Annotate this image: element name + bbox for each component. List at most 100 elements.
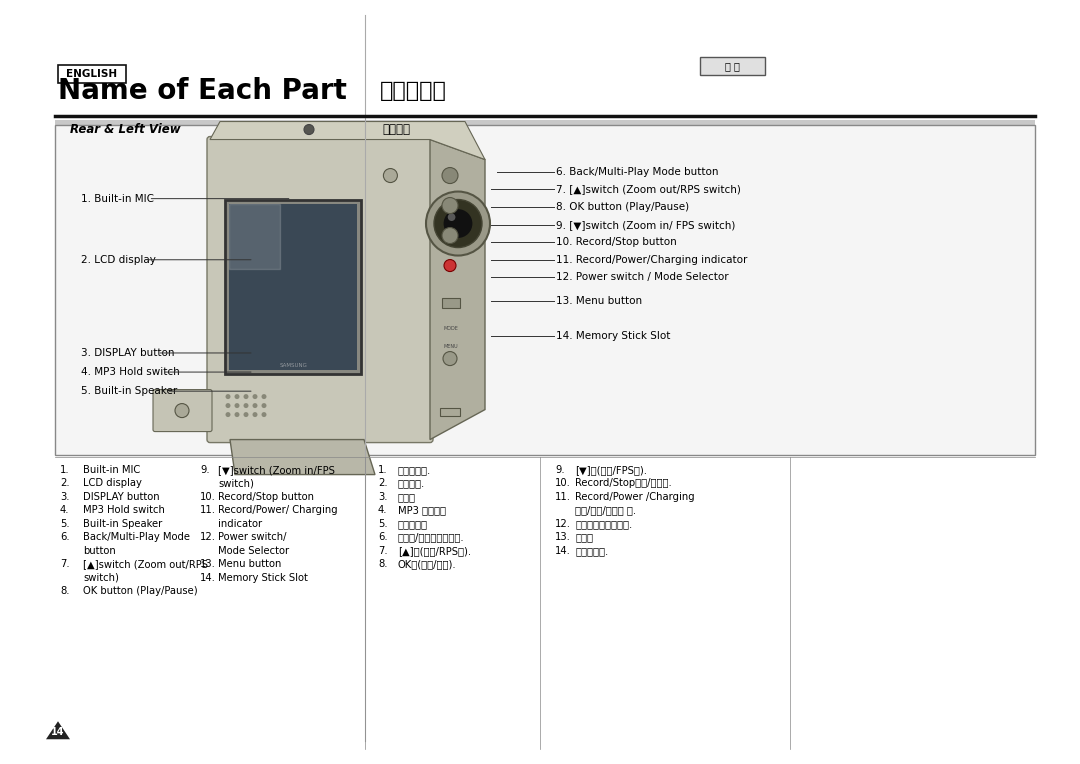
Text: 返回鍵/多重放映模式鍵.: 返回鍵/多重放映模式鍵. — [399, 533, 464, 542]
Text: 10. Record/Stop button: 10. Record/Stop button — [556, 237, 677, 248]
Text: 4.: 4. — [378, 505, 388, 516]
Text: Record/Stop拍攝/停止鍵.: Record/Stop拍攝/停止鍵. — [575, 478, 672, 488]
Text: 6.: 6. — [378, 533, 388, 542]
Circle shape — [444, 209, 472, 238]
Text: 12.: 12. — [555, 519, 571, 529]
Text: Record/Stop button: Record/Stop button — [218, 492, 314, 502]
Circle shape — [442, 198, 458, 214]
Text: Menu button: Menu button — [218, 559, 282, 569]
Circle shape — [383, 169, 397, 183]
Text: 9.: 9. — [555, 465, 565, 475]
Circle shape — [261, 412, 267, 417]
Text: OK鍵(放映/暫停).: OK鍵(放映/暫停). — [399, 559, 457, 569]
Text: 7.: 7. — [60, 559, 69, 569]
Text: 9. [▼]switch (Zoom in/ FPS switch): 9. [▼]switch (Zoom in/ FPS switch) — [556, 219, 735, 230]
Bar — [58, 65, 126, 83]
Text: [▼]switch (Zoom in/FPS: [▼]switch (Zoom in/FPS — [218, 465, 335, 475]
Text: 電源開關模式選擇鍵.: 電源開關模式選擇鍵. — [575, 519, 632, 529]
Bar — [225, 199, 362, 374]
Text: MP3 Hold switch: MP3 Hold switch — [83, 505, 165, 516]
Circle shape — [443, 351, 457, 365]
Text: 13.: 13. — [555, 533, 571, 542]
Text: 13. Menu button: 13. Menu button — [556, 296, 643, 306]
Text: 後左視圖: 後左視圖 — [382, 124, 410, 137]
Text: LCD display: LCD display — [83, 478, 141, 488]
Circle shape — [261, 403, 267, 408]
Text: Rear & Left View: Rear & Left View — [70, 124, 180, 137]
Text: 14.: 14. — [200, 573, 216, 583]
Text: ENGLISH: ENGLISH — [67, 69, 118, 79]
Text: Record/Power /Charging: Record/Power /Charging — [575, 492, 694, 502]
Circle shape — [426, 192, 490, 255]
Text: SAMSUNG: SAMSUNG — [280, 363, 307, 368]
Circle shape — [226, 394, 230, 399]
Text: 3.: 3. — [60, 492, 69, 502]
Text: 菜單鍵: 菜單鍵 — [575, 533, 593, 542]
Text: 6. Back/Multi-Play Mode button: 6. Back/Multi-Play Mode button — [556, 167, 718, 177]
Text: 2.: 2. — [60, 478, 69, 488]
Bar — [55, 125, 1035, 455]
Bar — [442, 297, 460, 308]
Text: MP3 暫停拨鈕: MP3 暫停拨鈕 — [399, 505, 446, 516]
Text: Name of Each Part: Name of Each Part — [58, 77, 347, 105]
Circle shape — [444, 260, 456, 271]
Text: 9.: 9. — [200, 465, 210, 475]
Text: MENU: MENU — [444, 344, 458, 348]
Circle shape — [303, 125, 314, 134]
Text: 臺 灣: 臺 灣 — [725, 61, 740, 71]
Text: DISPLAY button: DISPLAY button — [83, 492, 160, 502]
Text: 8. OK button (Play/Pause): 8. OK button (Play/Pause) — [556, 202, 689, 212]
Text: 液晶袢幕.: 液晶袢幕. — [399, 478, 426, 488]
FancyBboxPatch shape — [153, 390, 212, 432]
Polygon shape — [430, 140, 485, 439]
Circle shape — [243, 412, 248, 417]
Circle shape — [226, 412, 230, 417]
Circle shape — [253, 412, 257, 417]
Text: 14. Memory Stick Slot: 14. Memory Stick Slot — [556, 331, 671, 342]
Text: Back/Multi-Play Mode: Back/Multi-Play Mode — [83, 533, 190, 542]
Polygon shape — [230, 439, 375, 474]
Text: switch): switch) — [218, 478, 254, 488]
Text: Record/Power/ Charging: Record/Power/ Charging — [218, 505, 338, 516]
Circle shape — [243, 403, 248, 408]
Polygon shape — [46, 721, 70, 740]
Circle shape — [175, 403, 189, 418]
Text: indicator: indicator — [218, 519, 262, 529]
Circle shape — [434, 199, 482, 248]
Circle shape — [234, 412, 240, 417]
Circle shape — [253, 403, 257, 408]
Circle shape — [234, 394, 240, 399]
Bar — [700, 57, 765, 76]
Text: MODE: MODE — [444, 325, 458, 331]
Text: 13.: 13. — [200, 559, 216, 569]
Text: 內建麥克風.: 內建麥克風. — [399, 465, 431, 475]
Text: 內建單話機: 內建單話機 — [399, 519, 428, 529]
Text: 6.: 6. — [60, 533, 69, 542]
Text: OK button (Play/Pause): OK button (Play/Pause) — [83, 587, 198, 597]
Bar — [229, 203, 357, 370]
Text: 3. DISPLAY button: 3. DISPLAY button — [81, 348, 175, 358]
Circle shape — [261, 394, 267, 399]
Text: 2. LCD display: 2. LCD display — [81, 254, 156, 265]
Text: switch): switch) — [83, 573, 119, 583]
Circle shape — [253, 394, 257, 399]
Text: 3.: 3. — [378, 492, 388, 502]
Text: 5.: 5. — [60, 519, 69, 529]
Circle shape — [448, 213, 456, 221]
Text: [▼]鍵(縮小/FPS鍵).: [▼]鍵(縮小/FPS鍵). — [575, 465, 647, 475]
Text: 1.: 1. — [378, 465, 388, 475]
Text: 14: 14 — [51, 727, 65, 737]
Text: 記憶卡插槽.: 記憶卡插槽. — [575, 545, 608, 556]
Text: 4. MP3 Hold switch: 4. MP3 Hold switch — [81, 367, 179, 377]
Text: 顯示鍵: 顯示鍵 — [399, 492, 416, 502]
Text: 12. Power switch / Mode Selector: 12. Power switch / Mode Selector — [556, 272, 729, 283]
Bar — [440, 407, 460, 416]
Text: Mode Selector: Mode Selector — [218, 545, 289, 556]
Text: 11.: 11. — [555, 492, 571, 502]
Text: button: button — [83, 545, 116, 556]
Text: 11. Record/Power/Charging indicator: 11. Record/Power/Charging indicator — [556, 254, 747, 265]
Circle shape — [243, 394, 248, 399]
Text: Memory Stick Slot: Memory Stick Slot — [218, 573, 308, 583]
Text: 1.: 1. — [60, 465, 69, 475]
Text: 拍攝/電源/充電指 示.: 拍攝/電源/充電指 示. — [575, 505, 636, 516]
